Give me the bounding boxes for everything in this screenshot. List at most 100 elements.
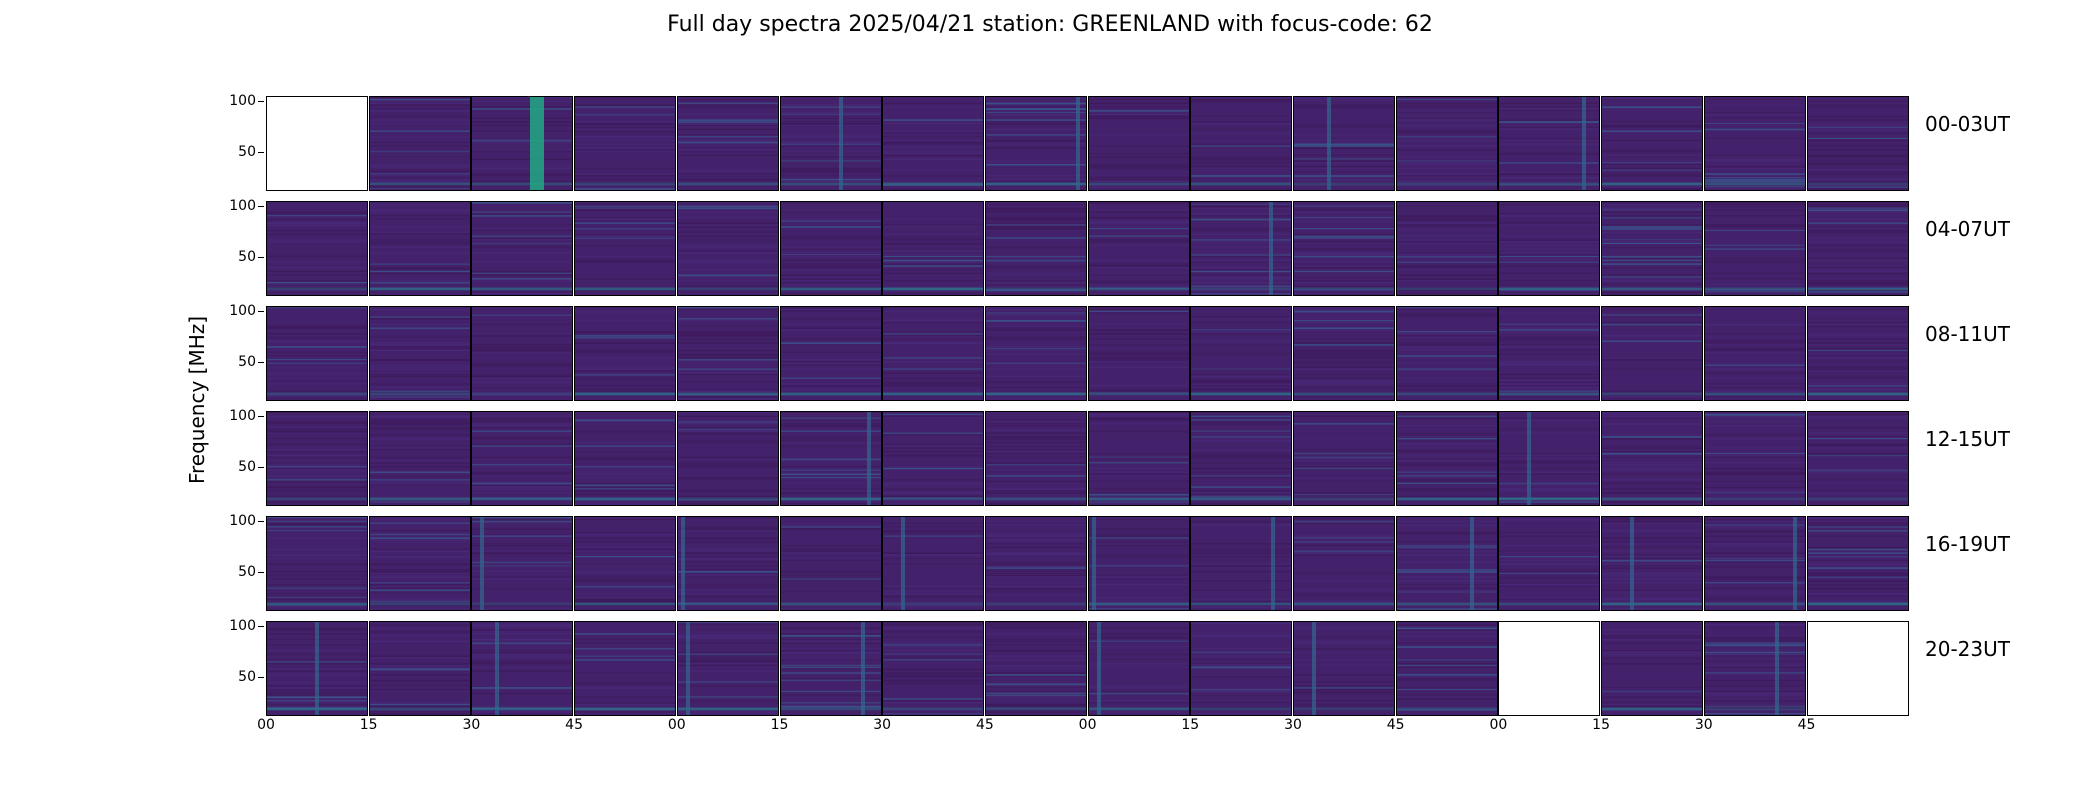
spectrum-line (985, 224, 1086, 226)
spectrum-line (1088, 338, 1189, 340)
spectrum-line (1704, 596, 1805, 599)
spectrum-line (1602, 211, 1703, 213)
spectrum-line (1499, 106, 1600, 108)
spectrum-line (1396, 274, 1497, 277)
spectrum-line (1704, 452, 1805, 454)
x-tick-label: 45 (1386, 717, 1405, 733)
spectrum-line (1396, 679, 1497, 681)
spectrum-line (1704, 178, 1805, 181)
spectrum-line (1602, 394, 1703, 396)
spectrum-line (883, 497, 984, 499)
spectrum-line (1704, 544, 1805, 547)
spectrum-line (369, 572, 470, 574)
spectrum-line (985, 346, 1086, 348)
spectrum-line (1807, 100, 1908, 102)
spectrum-line (1499, 578, 1600, 580)
spectrum-heatmap (883, 202, 984, 295)
spectrum-line (883, 188, 984, 190)
spectrum-panel (779, 621, 882, 716)
spectrum-line (575, 576, 676, 578)
spectrum-line (677, 268, 778, 270)
low-frequency-band (1191, 707, 1292, 711)
spectrum-line (472, 270, 573, 273)
spectrum-line (472, 224, 573, 226)
spectrum-line (1294, 162, 1394, 164)
spectrum-line (1499, 261, 1600, 264)
spectrum-line (1088, 357, 1189, 359)
spectrum-line (985, 576, 1086, 578)
spectrum-line (1704, 377, 1805, 379)
spectrum-line (1088, 308, 1189, 310)
spectrum-line (1807, 154, 1908, 157)
burst-band (315, 622, 319, 715)
spectrum-line (1704, 154, 1805, 156)
spectrum-line (369, 705, 470, 708)
spectrum-line (1807, 469, 1908, 472)
spectrum-line (883, 587, 984, 589)
spectrum-line (1499, 162, 1600, 164)
spectrum-line (1396, 569, 1497, 571)
spectrum-line (1088, 102, 1189, 105)
spectrum-line (985, 703, 1086, 706)
spectrum-line (677, 561, 778, 563)
spectrum-heatmap (677, 412, 778, 505)
spectrum-line (1396, 308, 1497, 310)
spectrum-line (369, 180, 470, 183)
spectrum-line (1499, 152, 1600, 155)
spectrum-line (1088, 576, 1189, 579)
spectrum-panel (1190, 411, 1293, 506)
spectrum-line (1704, 557, 1805, 560)
spectrum-line (1807, 137, 1908, 140)
spectrum-line (1499, 173, 1600, 176)
spectrum-line (780, 419, 881, 421)
spectrum-panel (1293, 621, 1395, 716)
spectrum-line (985, 207, 1086, 210)
spectrum-panel (574, 516, 677, 611)
spectrum-line (1602, 636, 1703, 639)
spectrum-line (985, 259, 1086, 262)
y-tick-label: 100 (229, 303, 256, 320)
spectrum-line (883, 631, 984, 633)
low-frequency-band (1704, 707, 1805, 711)
spectrum-line (1602, 537, 1703, 540)
spectrum-line (780, 327, 881, 329)
spectrum-line (575, 312, 676, 314)
spectrum-line (1602, 163, 1703, 165)
spectrum-line (1294, 636, 1394, 638)
spectrum-panel (1395, 96, 1498, 191)
spectrum-line (1294, 134, 1394, 136)
low-frequency-band (985, 707, 1086, 711)
spectrum-line (883, 649, 984, 652)
spectrum-line (1704, 203, 1805, 206)
spectrum-line (472, 386, 573, 389)
spectrum-line (1396, 355, 1497, 357)
spectrum-line (1088, 244, 1189, 247)
spectrum-line (883, 683, 984, 686)
spectrum-line (883, 467, 984, 470)
spectrum-line (1396, 149, 1497, 151)
spectrum-panel (471, 96, 574, 191)
spectrum-line (780, 246, 881, 249)
spectrum-line (267, 606, 367, 608)
spectrum-line (1807, 334, 1908, 337)
spectrum-line (575, 596, 676, 599)
spectrum-line (1807, 186, 1908, 188)
spectrum-line (1704, 278, 1805, 280)
burst-band (530, 97, 545, 190)
spectrum-line (677, 252, 778, 254)
spectrum-heatmap (985, 307, 1086, 400)
spectrum-line (369, 471, 470, 473)
spectrum-heatmap (1807, 517, 1908, 610)
spectrum-line (472, 175, 573, 177)
spectrum-line (780, 106, 881, 108)
spectrum-line (883, 132, 984, 134)
spectrum-line (472, 150, 573, 153)
spectra-row: 100 50 08-11UT (0, 303, 2100, 402)
spectrum-line (1088, 600, 1189, 602)
spectrum-line (472, 711, 573, 713)
spectrum-line (267, 325, 367, 328)
spectrum-line (1294, 205, 1394, 207)
spectrum-line (1294, 98, 1394, 101)
spectrum-line (883, 488, 984, 491)
spectrum-line (369, 344, 470, 346)
